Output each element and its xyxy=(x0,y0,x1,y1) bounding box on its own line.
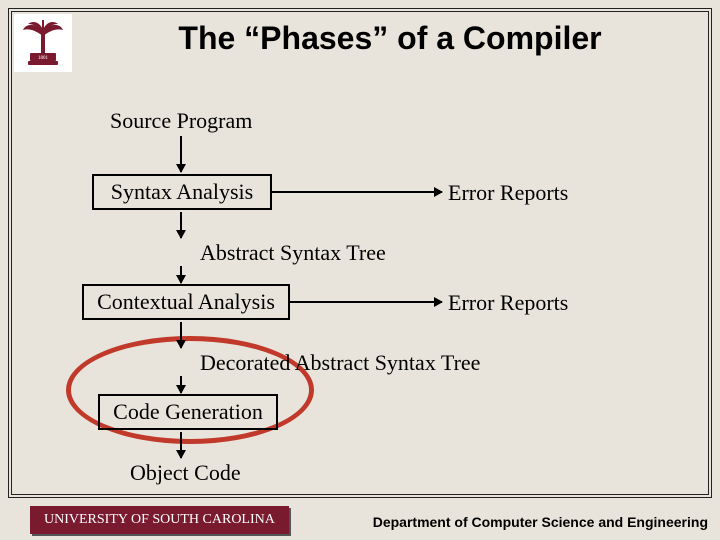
footer-department: Department of Computer Science and Engin… xyxy=(373,514,708,530)
node-cgen: Code Generation xyxy=(98,394,278,430)
node-err1: Error Reports xyxy=(448,180,568,206)
arrow-syn-err1 xyxy=(272,191,442,193)
palmetto-icon: 1801 xyxy=(18,18,68,68)
arrow-cgen-obj xyxy=(180,432,182,458)
phases-diagram: Source Program Syntax Analysis Error Repor… xyxy=(0,100,720,490)
slide-title: The “Phases” of a Compiler xyxy=(80,20,700,57)
arrow-src-syn xyxy=(180,136,182,172)
node-ctx: Contextual Analysis xyxy=(82,284,290,320)
svg-text:1801: 1801 xyxy=(38,56,49,61)
node-syn: Syntax Analysis xyxy=(92,174,272,210)
university-logo: 1801 xyxy=(14,14,72,72)
arrow-dast-cgen xyxy=(180,376,182,393)
arrow-ctx-err2 xyxy=(290,301,442,303)
footer-university: UNIVERSITY OF SOUTH CAROLINA xyxy=(30,506,289,534)
node-obj: Object Code xyxy=(130,460,241,486)
arrow-syn-ast xyxy=(180,212,182,238)
node-dast: Decorated Abstract Syntax Tree xyxy=(200,350,480,376)
node-src: Source Program xyxy=(110,108,252,134)
arrow-ast-ctx xyxy=(180,266,182,283)
node-err2: Error Reports xyxy=(448,290,568,316)
node-ast: Abstract Syntax Tree xyxy=(200,240,386,266)
arrow-ctx-dast xyxy=(180,322,182,348)
